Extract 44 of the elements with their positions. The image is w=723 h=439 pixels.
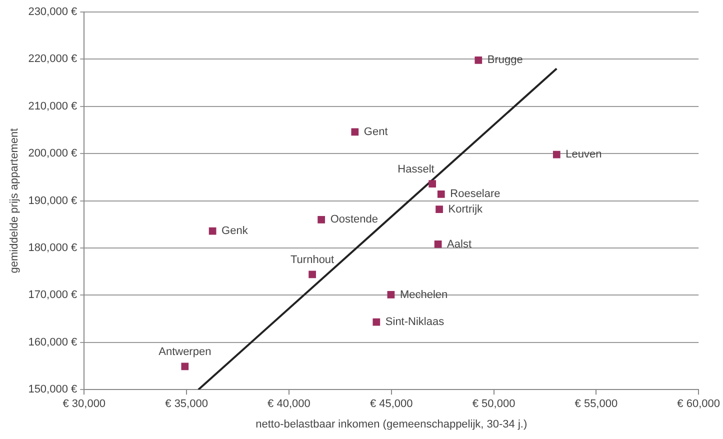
y-tick-label: 160,000 €	[28, 336, 78, 348]
point	[372, 318, 380, 326]
x-tick-label: € 50,000	[472, 398, 516, 410]
point	[436, 206, 443, 213]
point	[318, 216, 325, 224]
point	[308, 270, 316, 278]
annotation: Turnhout	[290, 254, 334, 266]
annotation: Antwerpen	[158, 346, 212, 358]
point	[387, 291, 395, 298]
y-tick-label: 150,000 €	[28, 384, 78, 396]
y-tick-label: 170,000 €	[28, 289, 78, 302]
annotation: Genk	[222, 225, 248, 238]
annotation: Hasselt	[398, 163, 434, 176]
point	[351, 128, 359, 136]
x-tick-label: € 45,000	[370, 398, 413, 410]
y-tick-label: 200,000 €	[28, 148, 78, 160]
x-tick-label: € 55,000	[574, 398, 618, 410]
y-tick-label: 190,000 €	[28, 194, 78, 207]
annotation: Kortrijk	[448, 203, 484, 216]
annotation: Mechelen	[400, 288, 448, 301]
y-tick-label: 210,000 €	[28, 100, 78, 112]
annotation: Brugge	[487, 54, 523, 66]
y-tick-label: 230,000 €	[28, 6, 78, 18]
annotation: Roeselare	[450, 188, 500, 200]
annotation: Gent	[364, 126, 388, 138]
point	[181, 362, 189, 370]
x-tick-label: € 60,000	[677, 398, 720, 410]
x-tick-label: € 35,000	[165, 398, 208, 410]
annotation: Leuven	[566, 148, 602, 161]
point	[434, 240, 442, 248]
point	[474, 56, 482, 64]
x-axis-title: netto-belastbaar inkomen (gemeenschappelijk, 30-34 j.)	[256, 418, 528, 430]
annotation: Oostende	[330, 214, 378, 226]
annotation: Sint-Niklaas	[385, 316, 445, 328]
x-tick-label: € 40,000	[268, 398, 310, 410]
point	[428, 180, 436, 188]
point	[437, 190, 445, 198]
point	[552, 150, 560, 158]
x-tick-label: € 30,000	[62, 398, 106, 410]
y-tick-label: 220,000 €	[28, 53, 78, 66]
y-tick-label: 180,000 €	[28, 242, 78, 254]
point	[208, 227, 216, 235]
y-axis-title: gemiddelde prijs appartement	[8, 128, 21, 274]
annotation: Aalst	[447, 238, 472, 250]
